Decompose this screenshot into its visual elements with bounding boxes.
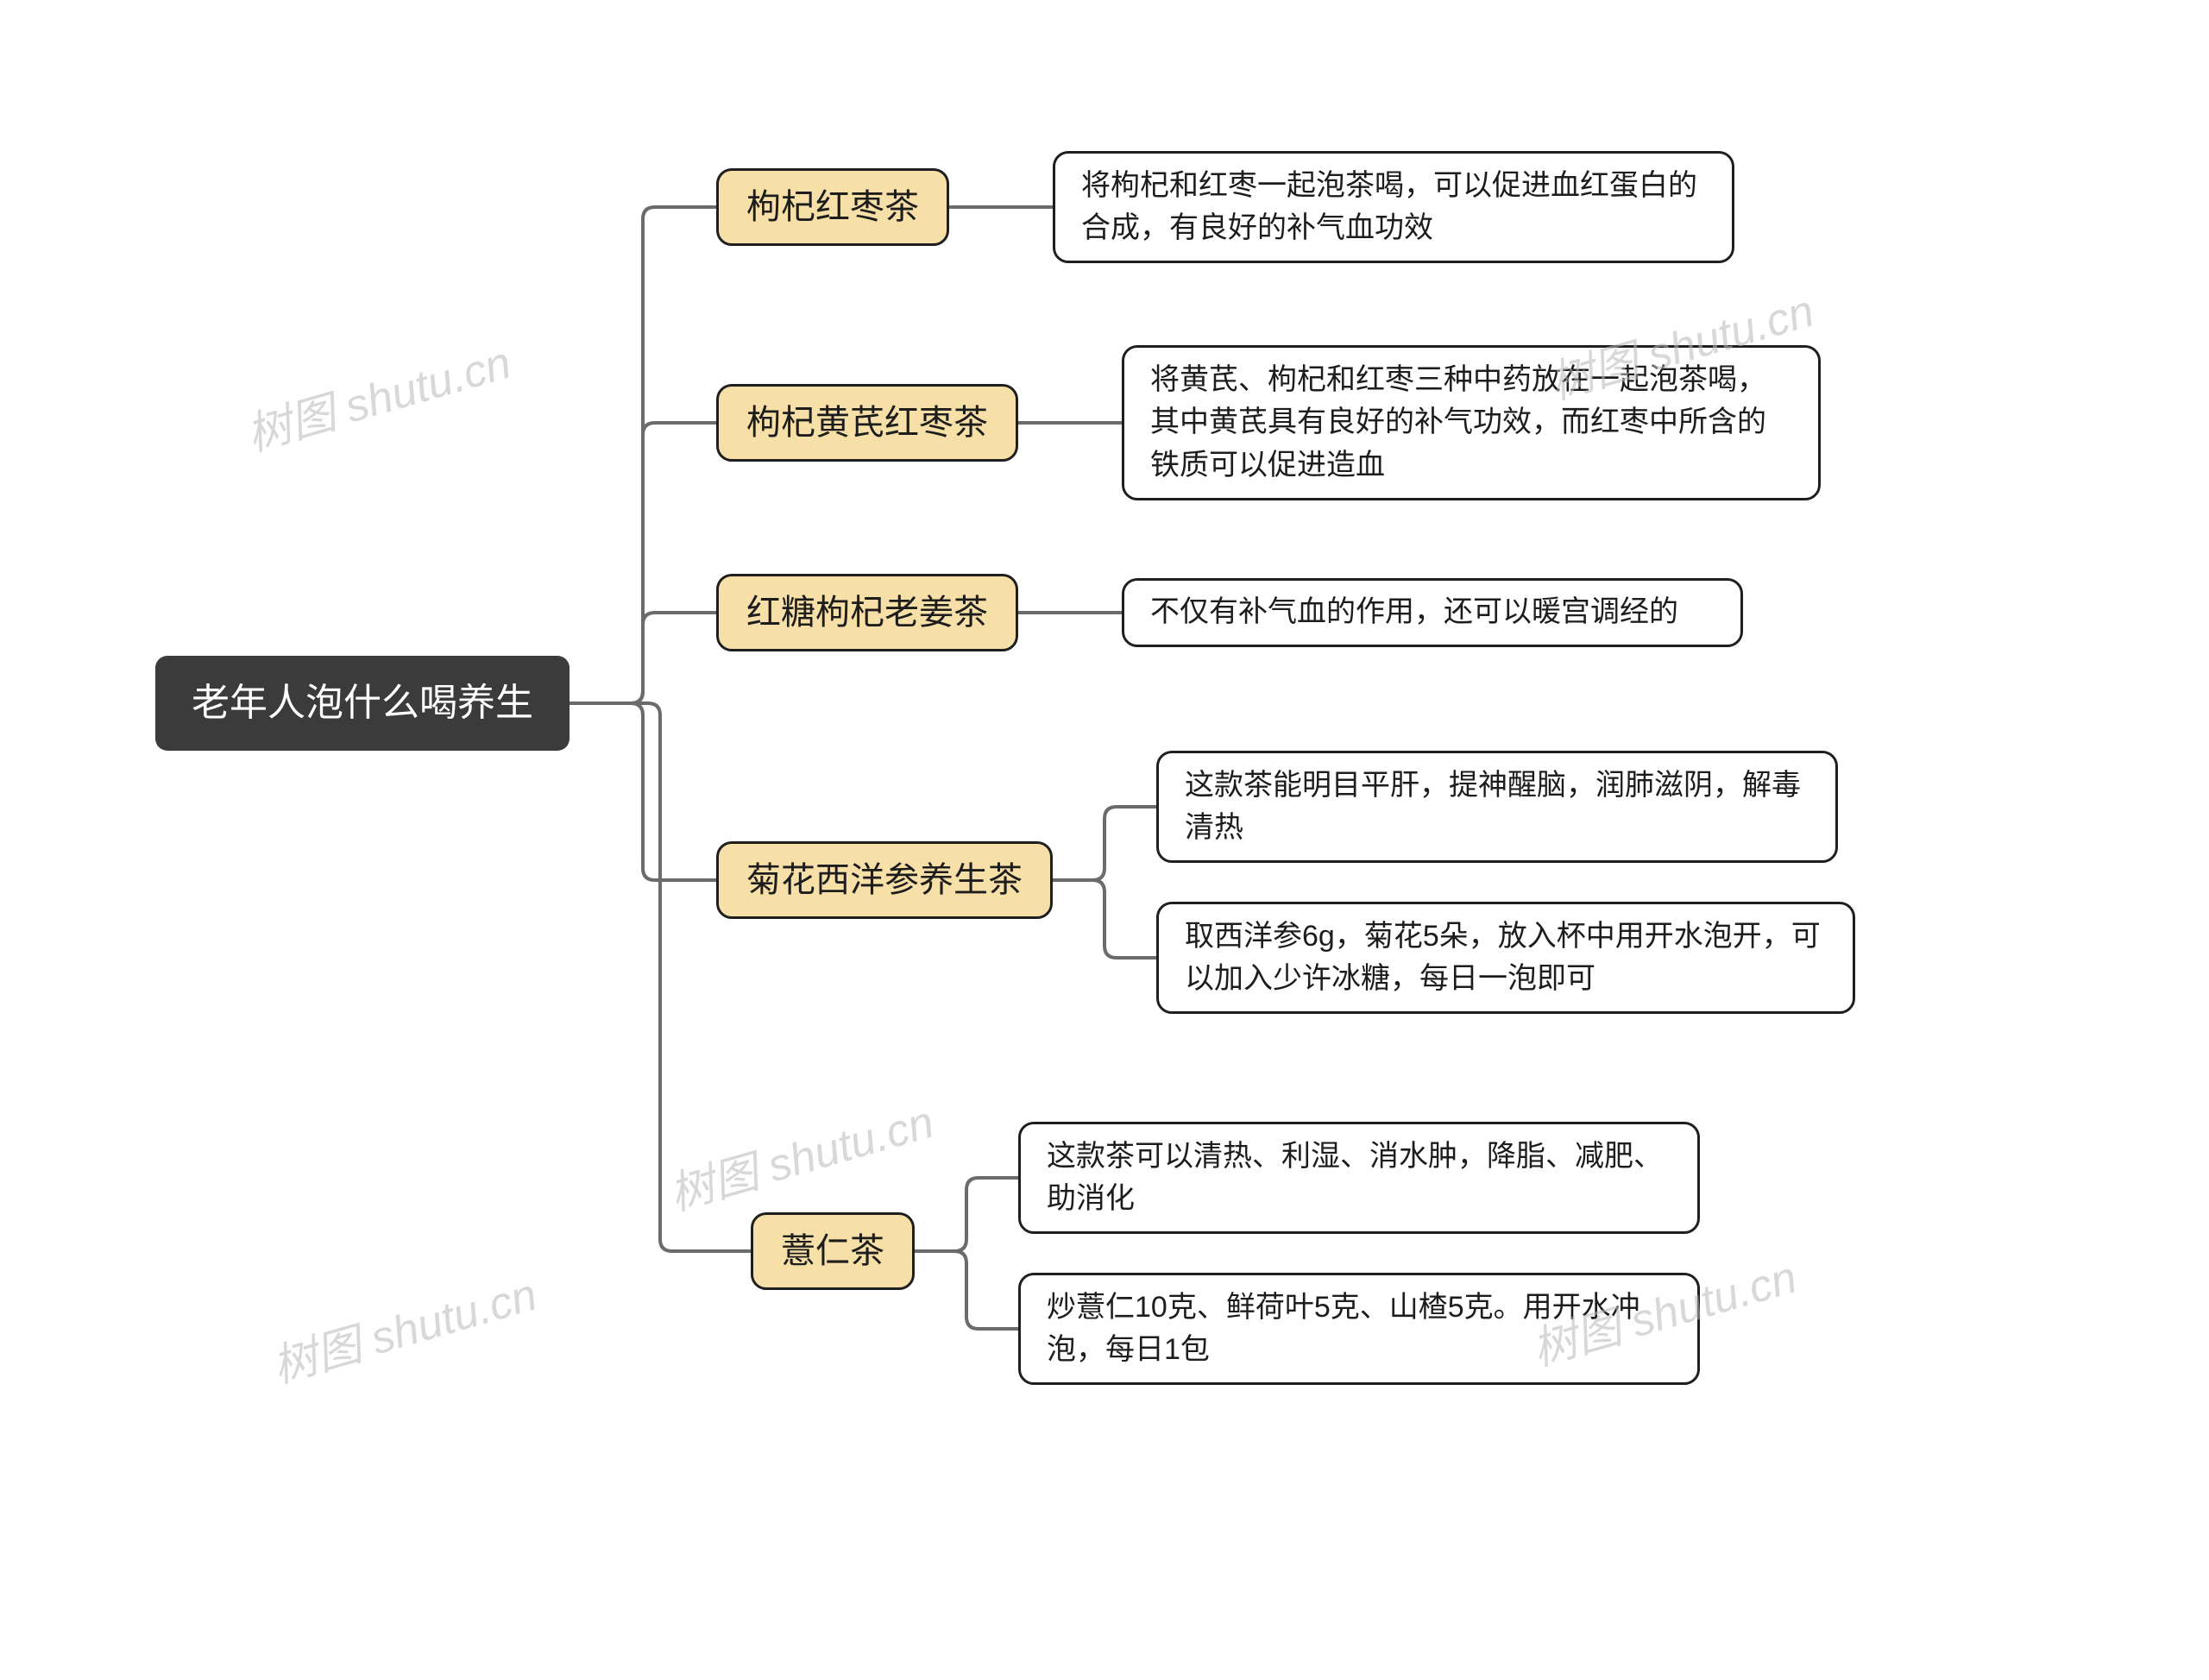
- root-label: 老年人泡什么喝养生: [192, 676, 533, 731]
- root-node[interactable]: 老年人泡什么喝养生: [155, 656, 570, 751]
- category-node-c1[interactable]: 枸杞红枣茶: [716, 168, 949, 246]
- leaf-node-l5a[interactable]: 这款茶可以清热、利湿、消水肿，降脂、减肥、助消化: [1018, 1122, 1700, 1234]
- category-node-c4-label: 菊花西洋参养生茶: [746, 855, 1023, 905]
- leaf-node-l1a-label: 将枸杞和红枣一起泡茶喝，可以促进血红蛋白的合成，有良好的补气血功效: [1081, 165, 1706, 250]
- category-node-c2-label: 枸杞黄芪红枣茶: [746, 398, 988, 448]
- category-node-c4[interactable]: 菊花西洋参养生茶: [716, 841, 1053, 919]
- watermark: 树图 shutu.cn: [238, 326, 518, 463]
- leaf-node-l5b[interactable]: 炒薏仁10克、鲜荷叶5克、山楂5克。用开水冲泡，每日1包: [1018, 1273, 1700, 1385]
- leaf-node-l4b[interactable]: 取西洋参6g，菊花5朵，放入杯中用开水泡开，可以加入少许冰糖，每日一泡即可: [1156, 902, 1855, 1014]
- leaf-node-l3a[interactable]: 不仅有补气血的作用，还可以暖宫调经的: [1122, 578, 1743, 647]
- leaf-node-l4b-label: 取西洋参6g，菊花5朵，放入杯中用开水泡开，可以加入少许冰糖，每日一泡即可: [1185, 916, 1827, 1001]
- watermark: 树图 shutu.cn: [264, 1258, 544, 1395]
- leaf-node-l4a[interactable]: 这款茶能明目平肝，提神醒脑，润肺滋阴，解毒清热: [1156, 751, 1838, 863]
- category-node-c1-label: 枸杞红枣茶: [746, 182, 919, 232]
- leaf-node-l4a-label: 这款茶能明目平肝，提神醒脑，润肺滋阴，解毒清热: [1185, 764, 1809, 850]
- category-node-c5[interactable]: 薏仁茶: [751, 1212, 915, 1290]
- leaf-node-l2a[interactable]: 将黄芪、枸杞和红枣三种中药放在一起泡茶喝，其中黄芪具有良好的补气功效，而红枣中所…: [1122, 345, 1821, 500]
- category-node-c3[interactable]: 红糖枸杞老姜茶: [716, 574, 1018, 651]
- mindmap-canvas: 老年人泡什么喝养生 枸杞红枣茶 将枸杞和红枣一起泡茶喝，可以促进血红蛋白的合成，有…: [0, 0, 2209, 1680]
- category-node-c5-label: 薏仁茶: [781, 1226, 884, 1276]
- category-node-c3-label: 红糖枸杞老姜茶: [746, 588, 988, 638]
- leaf-node-l2a-label: 将黄芪、枸杞和红枣三种中药放在一起泡茶喝，其中黄芪具有良好的补气功效，而红枣中所…: [1150, 359, 1792, 487]
- watermark: 树图 shutu.cn: [661, 1085, 941, 1223]
- category-node-c2[interactable]: 枸杞黄芪红枣茶: [716, 384, 1018, 462]
- leaf-node-l5a-label: 这款茶可以清热、利湿、消水肿，降脂、减肥、助消化: [1047, 1136, 1671, 1221]
- leaf-node-l5b-label: 炒薏仁10克、鲜荷叶5克、山楂5克。用开水冲泡，每日1包: [1047, 1287, 1671, 1372]
- leaf-node-l3a-label: 不仅有补气血的作用，还可以暖宫调经的: [1150, 591, 1678, 633]
- leaf-node-l1a[interactable]: 将枸杞和红枣一起泡茶喝，可以促进血红蛋白的合成，有良好的补气血功效: [1053, 151, 1734, 263]
